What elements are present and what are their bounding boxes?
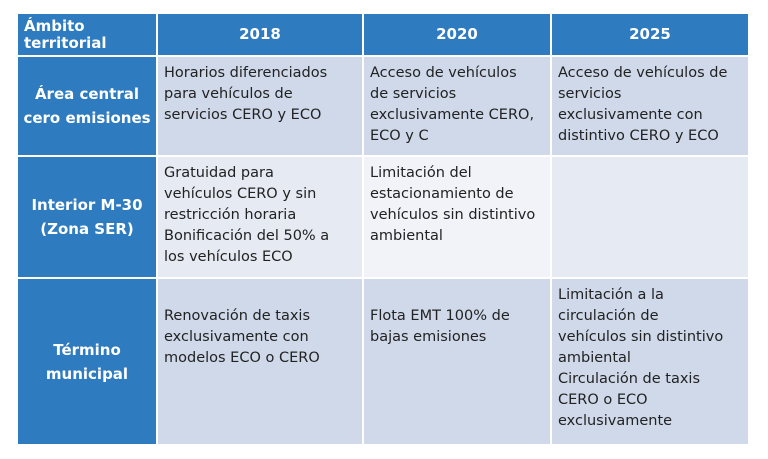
table-row: Interior M-30 (Zona SER) Gratuidad para … [16,155,750,279]
cell-interior-m30-2020: Limitación del estacionamiento de vehícu… [362,155,552,279]
cell-interior-m30-2018: Gratuidad para vehículos CERO y sin rest… [156,155,364,279]
row-label-interior-m30: Interior M-30 (Zona SER) [16,155,158,279]
cell-area-central-2020: Acceso de vehículos de servicios exclusi… [362,55,552,157]
table-row: Término municipal Renovación de taxis ex… [16,277,750,446]
header-ambito-territorial: Ámbito territorial [16,12,158,57]
header-2025: 2025 [550,12,750,57]
cell-termino-municipal-2025: Limitación a la circulación de vehículos… [550,277,750,446]
row-label-termino-municipal: Término municipal [16,277,158,446]
cell-area-central-2025: Acceso de vehículos de servicios exclusi… [550,55,750,157]
row-label-area-central: Área central cero emisiones [16,55,158,157]
cell-interior-m30-2025 [550,155,750,279]
cell-termino-municipal-2020: Flota EMT 100% de bajas emisiones [362,277,552,446]
cell-termino-municipal-2018: Renovación de taxis exclusivamente con m… [156,277,364,446]
table-row: Área central cero emisiones Horarios dif… [16,55,750,157]
header-2018: 2018 [156,12,364,57]
header-2020: 2020 [362,12,552,57]
emissions-table: Ámbito territorial 2018 2020 2025 Área c… [16,12,750,446]
emissions-table-container: Ámbito territorial 2018 2020 2025 Área c… [16,12,750,446]
table-header-row: Ámbito territorial 2018 2020 2025 [16,12,750,57]
cell-area-central-2018: Horarios diferenciados para vehículos de… [156,55,364,157]
